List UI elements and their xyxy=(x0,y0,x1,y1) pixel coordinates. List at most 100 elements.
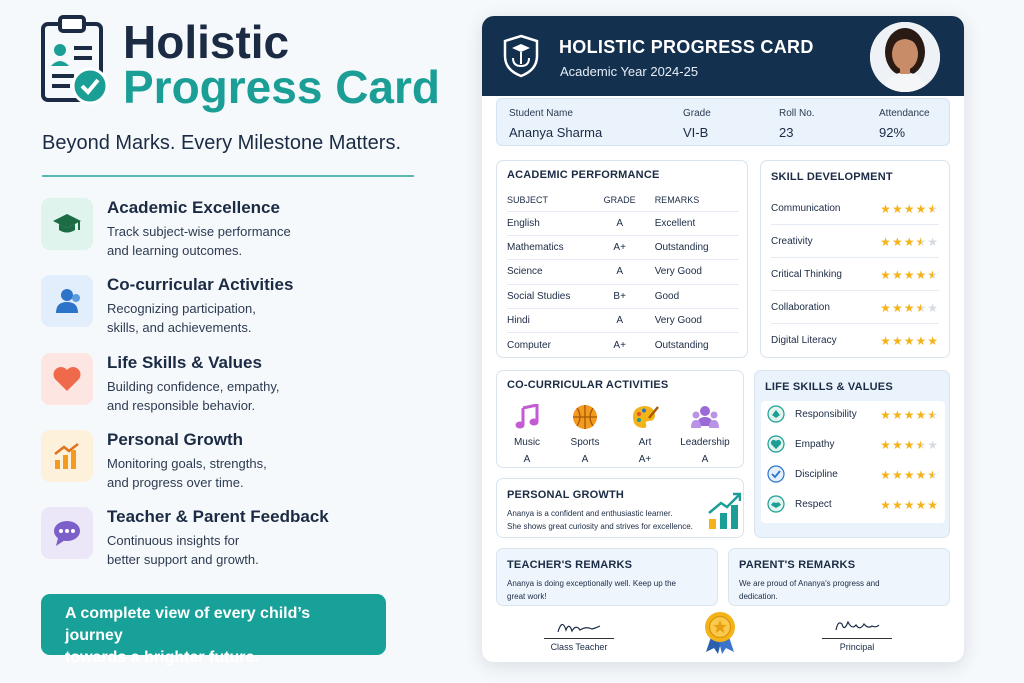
skill-development: SKILL DEVELOPMENT Communication ★★★★★ Cre… xyxy=(760,160,950,358)
star-icon: ★ xyxy=(903,498,916,512)
feature-life-skills: Life Skills & Values Building confidence… xyxy=(41,353,441,413)
star-icon: ★ xyxy=(880,334,892,348)
col-header: REMARKS xyxy=(640,189,739,212)
palette-icon xyxy=(615,403,675,431)
feature-desc: Monitoring goals, strengths, and progress… xyxy=(107,456,267,490)
star-icon: ★ xyxy=(891,334,904,348)
school-crest-icon xyxy=(503,34,539,78)
table-row: Science A Very Good xyxy=(507,259,739,285)
divider xyxy=(42,175,414,177)
growth-chart-icon xyxy=(708,492,741,529)
star-icon: ★ xyxy=(915,202,928,216)
star-icon: ★ xyxy=(915,235,928,249)
remarks-text: We are proud of Ananya's progress and ded… xyxy=(739,579,880,601)
card-header: HOLISTIC PROGRESS CARD Academic Year 202… xyxy=(482,16,964,96)
feature-desc: Recognizing participation, skills, and ac… xyxy=(107,301,256,335)
star-icon: ★ xyxy=(880,202,892,216)
tagline: Beyond Marks. Every Milestone Matters. xyxy=(42,132,402,154)
feature-academic: Academic Excellence Track subject-wise p… xyxy=(41,198,441,258)
star-icon: ★ xyxy=(915,268,928,282)
star-icon: ★ xyxy=(927,408,939,422)
table-row: Computer A+ Outstanding xyxy=(507,339,709,351)
star-icon: ★ xyxy=(891,468,904,482)
star-rating: ★★★★★ xyxy=(880,301,939,315)
cta-banner: A complete view of every child’s journey… xyxy=(41,594,386,666)
star-rating: ★★★★★ xyxy=(880,268,939,282)
star-icon: ★ xyxy=(903,301,916,315)
star-icon: ★ xyxy=(927,202,939,216)
roll-field: Roll No. 23 xyxy=(779,108,815,140)
star-icon: ★ xyxy=(891,408,904,422)
star-icon: ★ xyxy=(880,235,892,249)
star-icon: ★ xyxy=(927,268,939,282)
responsibility-icon xyxy=(767,405,785,423)
feature-title: Teacher & Parent Feedback xyxy=(107,507,329,526)
discipline-icon xyxy=(767,465,785,483)
leadership-icon xyxy=(675,403,735,431)
life-skill-row: Responsibility ★★★★★ xyxy=(767,401,939,431)
star-icon: ★ xyxy=(891,438,904,452)
academic-year: Academic Year 2024-25 xyxy=(560,64,699,79)
star-rating: ★★★★★ xyxy=(880,438,939,452)
basketball-icon xyxy=(555,403,615,431)
feature-desc: Building confidence, empathy, and respons… xyxy=(107,379,280,413)
clipboard-check-icon xyxy=(41,15,109,105)
table-row: Mathematics A+ Outstanding xyxy=(507,235,739,261)
co-curricular-activities: CO-CURRICULAR ACTIVITIES Music A Sports … xyxy=(496,370,744,468)
progress-card: HOLISTIC PROGRESS CARD Academic Year 202… xyxy=(482,16,964,662)
section-title: LIFE SKILLS & VALUES xyxy=(765,381,893,393)
star-icon: ★ xyxy=(880,301,892,315)
student-photo xyxy=(870,22,940,92)
star-icon: ★ xyxy=(891,268,904,282)
parent-remarks: PARENT'S REMARKS We are proud of Ananya'… xyxy=(728,548,950,606)
card-title: HOLISTIC PROGRESS CARD xyxy=(559,37,814,57)
skill-row: Critical Thinking ★★★★★ xyxy=(771,259,939,291)
star-icon: ★ xyxy=(915,408,928,422)
skill-row: Collaboration ★★★★★ xyxy=(771,292,939,324)
activity-leadership: Leadership A xyxy=(675,403,735,465)
feature-personal-growth: Personal Growth Monitoring goals, streng… xyxy=(41,430,441,490)
star-icon: ★ xyxy=(903,468,916,482)
section-title: TEACHER'S REMARKS xyxy=(507,559,633,571)
student-name-field: Student Name Ananya Sharma xyxy=(509,108,603,140)
star-icon: ★ xyxy=(915,468,928,482)
col-header: SUBJECT xyxy=(507,189,599,212)
table-row: Hindi A Very Good xyxy=(507,308,739,334)
skill-row: Creativity ★★★★★ xyxy=(771,226,939,258)
section-title: ACADEMIC PERFORMANCE xyxy=(507,169,660,181)
star-icon: ★ xyxy=(880,468,892,482)
feature-desc: Track subject-wise performance and learni… xyxy=(107,224,291,258)
star-rating: ★★★★★ xyxy=(880,202,939,216)
hero-title-line1: Holistic xyxy=(123,16,290,68)
star-rating: ★★★★★ xyxy=(880,334,939,348)
star-icon: ★ xyxy=(927,334,939,348)
section-title: PARENT'S REMARKS xyxy=(739,559,856,571)
star-icon: ★ xyxy=(880,408,892,422)
feature-title: Life Skills & Values xyxy=(107,353,262,372)
table-row: English A Excellent xyxy=(507,211,739,236)
section-title: PERSONAL GROWTH xyxy=(507,489,625,501)
chat-bubble-icon xyxy=(41,507,93,559)
star-icon: ★ xyxy=(903,268,916,282)
signature-scribble xyxy=(557,623,601,633)
star-icon: ★ xyxy=(915,438,928,452)
star-icon: ★ xyxy=(927,301,939,315)
star-icon: ★ xyxy=(880,268,892,282)
feature-cocurricular: Co-curricular Activities Recognizing par… xyxy=(41,275,441,335)
student-info: Student Name Ananya Sharma Grade VI-B Ro… xyxy=(496,98,950,146)
medal-icon xyxy=(705,612,735,654)
empathy-icon xyxy=(767,435,785,453)
star-icon: ★ xyxy=(927,468,939,482)
hero-title: Holistic Progress Card xyxy=(123,16,440,110)
life-skill-row: Discipline ★★★★★ xyxy=(767,461,939,491)
col-header: GRADE xyxy=(598,189,641,212)
life-skill-row: Empathy ★★★★★ xyxy=(767,431,939,461)
personal-growth: PERSONAL GROWTH Ananya is a confident an… xyxy=(496,478,744,538)
star-icon: ★ xyxy=(903,438,916,452)
users-icon xyxy=(41,275,93,327)
feature-title: Co-curricular Activities xyxy=(107,275,294,294)
star-icon: ★ xyxy=(903,202,916,216)
signature-scribble xyxy=(835,620,880,631)
star-icon: ★ xyxy=(903,408,916,422)
star-icon: ★ xyxy=(903,235,916,249)
